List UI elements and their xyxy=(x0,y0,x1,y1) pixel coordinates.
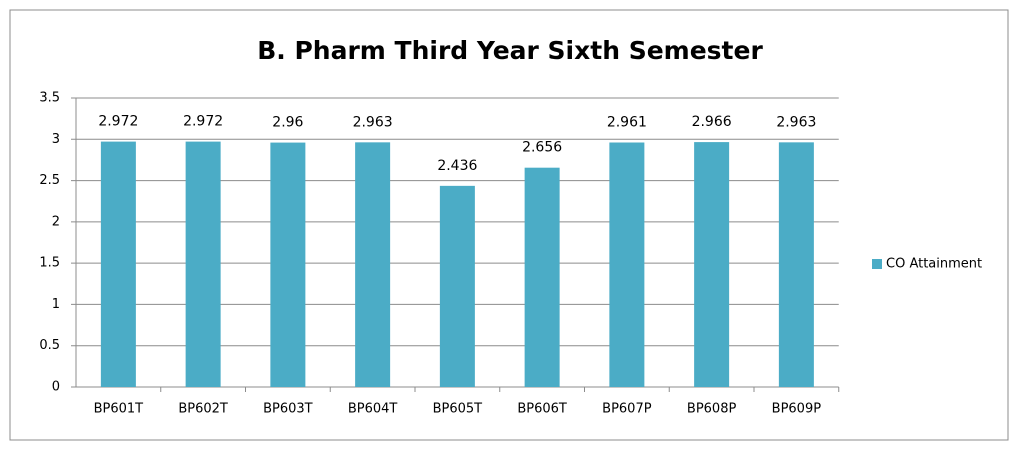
legend-label: CO Attainment xyxy=(886,257,982,272)
data-label: 2.961 xyxy=(607,115,647,131)
y-tick-label: 2.5 xyxy=(39,173,60,188)
bar xyxy=(185,141,221,387)
bar xyxy=(778,142,814,387)
x-tick-label: BP606T xyxy=(517,402,567,417)
y-tick-label: 3 xyxy=(52,132,60,147)
x-tick-label: BP604T xyxy=(348,402,398,417)
bar xyxy=(100,141,136,387)
data-label: 2.656 xyxy=(522,140,562,156)
x-tick-label: BP608P xyxy=(687,402,737,417)
x-tick-label: BP601T xyxy=(94,402,144,417)
bar xyxy=(439,185,475,387)
y-tick-label: 2 xyxy=(52,214,60,229)
data-label: 2.963 xyxy=(353,114,393,130)
x-tick-label: BP603T xyxy=(263,402,313,417)
bar xyxy=(524,167,560,387)
data-label: 2.972 xyxy=(183,114,223,130)
chart-title: B. Pharm Third Year Sixth Semester xyxy=(257,36,763,65)
bar xyxy=(609,142,645,387)
bar xyxy=(355,142,391,387)
bar xyxy=(270,142,306,387)
y-tick-label: 0 xyxy=(52,380,60,395)
data-label: 2.963 xyxy=(776,114,816,130)
x-tick-label: BP602T xyxy=(178,402,228,417)
y-tick-label: 1 xyxy=(52,297,60,312)
y-tick-label: 0.5 xyxy=(39,338,60,353)
x-tick-label: BP609P xyxy=(772,402,822,417)
data-label: 2.436 xyxy=(437,158,477,174)
y-tick-label: 1.5 xyxy=(39,256,60,271)
data-label: 2.966 xyxy=(692,114,732,130)
data-label: 2.96 xyxy=(272,115,303,131)
bar xyxy=(694,142,730,387)
x-tick-label: BP605T xyxy=(433,402,483,417)
chart-border xyxy=(9,9,1009,441)
x-tick-label: BP607P xyxy=(602,402,652,417)
y-tick-label: 3.5 xyxy=(39,91,60,106)
data-label: 2.972 xyxy=(98,114,138,130)
legend-swatch xyxy=(872,259,882,269)
